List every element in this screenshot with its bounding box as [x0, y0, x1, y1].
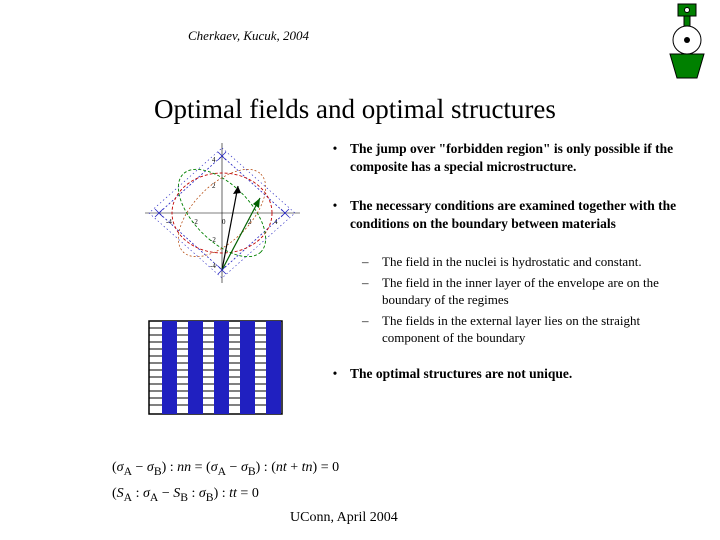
- bullet-dot: •: [320, 197, 350, 232]
- sub-bullet-1: – The field in the nuclei is hydrostatic…: [362, 254, 700, 271]
- slide-title: Optimal fields and optimal structures: [154, 94, 556, 125]
- bullet-3: • The optimal structures are not unique.: [320, 365, 700, 383]
- structure-diagram: [148, 320, 283, 415]
- bullet-dot: •: [320, 365, 350, 383]
- citation-header: Cherkaev, Kucuk, 2004: [188, 28, 309, 44]
- bullet-3-text: The optimal structures are not unique.: [350, 365, 572, 383]
- bullet-dot: •: [320, 140, 350, 175]
- bullet-1: • The jump over "forbidden region" is on…: [320, 140, 700, 175]
- corner-logo: [662, 2, 712, 80]
- dash: –: [362, 275, 382, 309]
- sub-3-text: The fields in the external layer lies on…: [382, 313, 700, 347]
- sub-2-text: The field in the inner layer of the enve…: [382, 275, 700, 309]
- dash: –: [362, 313, 382, 347]
- sub-bullet-2: – The field in the inner layer of the en…: [362, 275, 700, 309]
- svg-text:-4: -4: [210, 262, 216, 270]
- bullet-2: • The necessary conditions are examined …: [320, 197, 700, 232]
- svg-text:0: 0: [222, 218, 226, 226]
- svg-text:4: 4: [274, 218, 278, 226]
- bullet-2-text: The necessary conditions are examined to…: [350, 197, 700, 232]
- bullet-1-text: The jump over "forbidden region" is only…: [350, 140, 700, 175]
- svg-text:2: 2: [212, 182, 216, 190]
- sub-bullet-3: – The fields in the external layer lies …: [362, 313, 700, 347]
- formula-line-2: (SA : σA − SB : σB) : tt = 0: [112, 486, 339, 504]
- sub-1-text: The field in the nuclei is hydrostatic a…: [382, 254, 642, 271]
- bullet-list: • The jump over "forbidden region" is on…: [320, 140, 700, 404]
- formula-line-1: (σA − σB) : nn = (σA − σB) : (nt + tn) =…: [112, 460, 339, 478]
- footer-text: UConn, April 2004: [290, 510, 398, 526]
- dash: –: [362, 254, 382, 271]
- formula-block: (σA − σB) : nn = (σA − σB) : (nt + tn) =…: [112, 460, 339, 512]
- field-diagram: -4 -2 0 2 4 4 2 -2 -4: [130, 138, 305, 288]
